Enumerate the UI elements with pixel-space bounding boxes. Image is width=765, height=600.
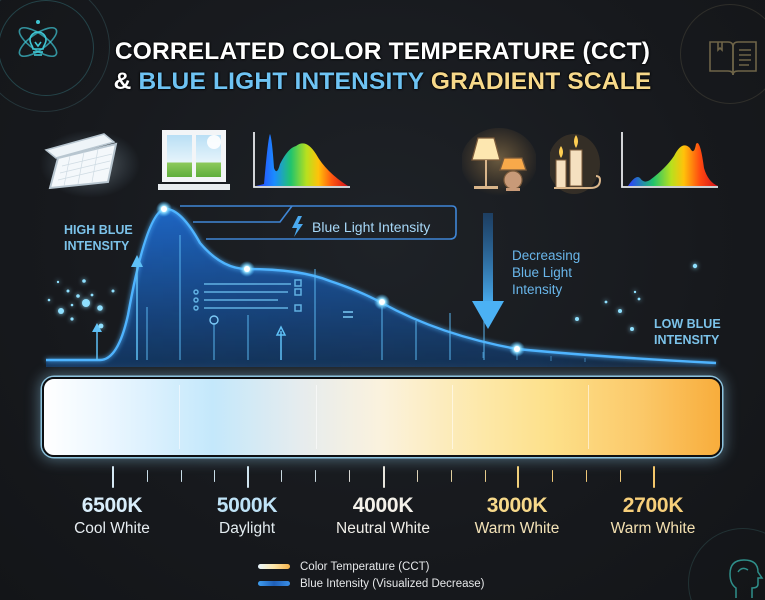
legend-label: Color Temperature (CCT) bbox=[300, 560, 430, 573]
page-title-line1: CORRELATED COLOR TEMPERATURE (CCT) bbox=[114, 38, 651, 65]
blue-swatch bbox=[258, 581, 290, 586]
scale-stop-2700k: 2700K Warm White bbox=[578, 494, 728, 539]
high-blue-label: HIGH BLUE INTENSITY bbox=[64, 222, 133, 254]
corner-ring-tl-inner bbox=[0, 0, 94, 96]
cct-swatch bbox=[258, 564, 290, 569]
decreasing-line2: Blue Light bbox=[512, 265, 573, 280]
decreasing-line3: Intensity bbox=[512, 282, 563, 297]
decreasing-line1: Decreasing bbox=[512, 248, 581, 263]
decreasing-label: Decreasing Blue Light Intensity bbox=[512, 247, 580, 298]
scale-stop-5000k: 5000K Daylight bbox=[172, 494, 322, 539]
chart-legend: Color Temperature (CCT) Blue Intensity (… bbox=[258, 558, 485, 592]
kelvin-name: Neutral White bbox=[336, 520, 430, 537]
title-gold-part: GRADIENT SCALE bbox=[423, 68, 652, 95]
low-blue-label: LOW BLUE INTENSITY bbox=[654, 316, 721, 348]
kelvin-value: 2700K bbox=[622, 494, 684, 517]
kelvin-name: Daylight bbox=[219, 520, 275, 537]
kelvin-value: 4000K bbox=[352, 494, 414, 517]
title-prefix: & bbox=[113, 68, 139, 95]
warm-spectrum-icon bbox=[618, 128, 722, 192]
cct-gradient-bar bbox=[42, 377, 722, 457]
corner-ring-tr bbox=[680, 4, 765, 104]
human-head-icon bbox=[726, 552, 765, 600]
high-blue-line1: HIGH BLUE bbox=[64, 223, 133, 237]
blue-light-intensity-badge: Blue Light Intensity bbox=[312, 219, 431, 235]
scale-stop-4000k: 4000K Neutral White bbox=[308, 494, 458, 539]
kelvin-name: Warm White bbox=[474, 520, 560, 537]
lightbulb-atom-icon bbox=[10, 14, 66, 70]
kelvin-value: 5000K bbox=[216, 494, 278, 517]
scale-stop-3000k: 3000K Warm White bbox=[442, 494, 592, 539]
legend-label: Blue Intensity (Visualized Decrease) bbox=[300, 577, 485, 590]
blue-intensity-curve bbox=[0, 195, 765, 375]
legend-item-cct: Color Temperature (CCT) bbox=[258, 558, 485, 575]
open-book-icon bbox=[706, 36, 760, 78]
table-lamps-icon bbox=[461, 128, 537, 196]
high-blue-line2: INTENSITY bbox=[64, 239, 130, 253]
title-blue-part: BLUE LIGHT INTENSITY bbox=[138, 68, 424, 95]
low-blue-line2: INTENSITY bbox=[654, 333, 720, 347]
candles-icon bbox=[548, 134, 602, 194]
cool-spectrum-icon bbox=[250, 128, 354, 192]
legend-item-blue: Blue Intensity (Visualized Decrease) bbox=[258, 575, 485, 592]
led-panel-icon bbox=[40, 128, 140, 198]
kelvin-value: 6500K bbox=[81, 494, 143, 517]
kelvin-value: 3000K bbox=[486, 494, 548, 517]
low-blue-line1: LOW BLUE bbox=[654, 317, 721, 331]
kelvin-name: Cool White bbox=[74, 520, 150, 537]
page-title-line2: & BLUE LIGHT INTENSITY GRADIENT SCALE bbox=[0, 66, 765, 98]
scale-stop-6500k: 6500K Cool White bbox=[37, 494, 187, 539]
kelvin-name: Warm White bbox=[610, 520, 696, 537]
window-daylight-icon bbox=[158, 128, 232, 194]
